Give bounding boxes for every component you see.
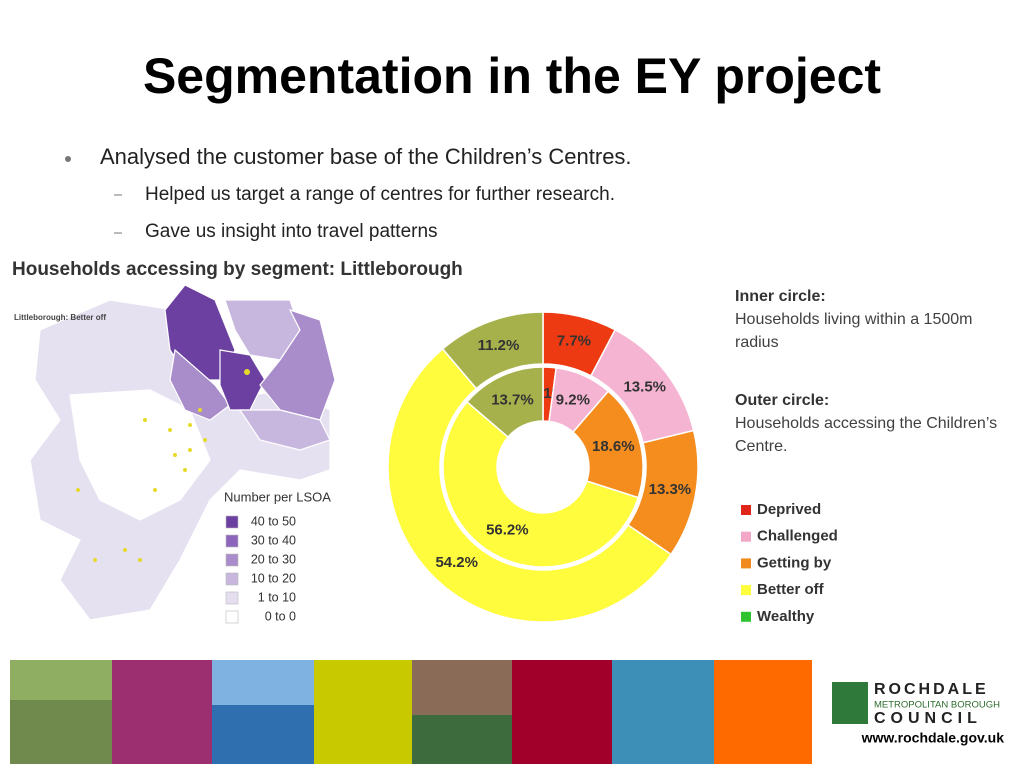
note-heading: Outer circle: [735,392,830,409]
logo-text: COUNCIL [874,710,982,727]
color-block [714,660,812,764]
chart-legend: Deprived Challenged Getting by Better off We… [741,501,838,625]
data-label: 13.7% [491,392,534,409]
bullet-text: Analysed the customer base of the Childr… [100,144,632,169]
legend-swatch [741,558,751,569]
photo [412,715,512,764]
map-markers [76,369,250,562]
color-block [512,660,612,764]
data-label: 56.2% [486,522,529,539]
legend-swatch [225,572,239,586]
legend-label: 10 to 20 [251,571,296,585]
legend-label: 30 to 40 [251,533,296,547]
legend-label: Challenged [757,528,838,545]
note-text: Households living within a 1500m radius [735,311,973,351]
donut-segment [442,400,640,568]
logo-text: ROCHDALE [874,681,989,698]
slide-title: Segmentation in the EY project [143,48,881,104]
note-text: Households accessing the Children’s Cent… [735,415,998,455]
donut-chart: 2.1%9.2%18.6%56.2%13.7%7.7%13.5%13.3%54.… [387,311,699,623]
legend-label: 20 to 30 [251,552,296,566]
color-block [314,660,412,764]
map-label: Littleborough: Better off [14,313,106,322]
data-label: 54.2% [435,554,478,571]
logo-text: METROPOLITAN BOROUGH [874,700,1000,711]
legend-label: Getting by [757,554,832,571]
legend-swatch [225,610,239,624]
donut-segment [441,311,544,390]
data-label: 13.5% [623,379,666,396]
sub-bullet-text: Gave us insight into travel patterns [145,221,438,242]
data-label: 9.2% [556,391,590,408]
data-label: 7.7% [557,333,591,350]
legend-label: Wealthy [757,608,815,625]
legend-swatch [741,505,751,515]
map [29,284,336,621]
donut-segment [387,347,673,623]
legend-swatch [225,591,239,605]
legend-swatch [741,611,751,622]
bullet-dot [65,156,71,162]
data-label: 18.6% [592,438,635,455]
legend-swatch [741,531,751,542]
legend-swatch [741,585,751,596]
legend-label: Better off [757,581,825,598]
url: www.rochdale.gov.uk [861,730,1005,746]
donut-segment [465,366,544,439]
legend-swatch [225,515,239,529]
figure-title: Households accessing by segment: Littleb… [12,259,463,280]
sub-bullet-text: Helped us target a range of centres for … [145,184,615,205]
photo [212,705,314,764]
legend-label: Deprived [757,501,821,518]
photo [612,660,714,764]
legend-swatch [225,534,239,548]
data-label: 11.2% [478,337,520,354]
photo [10,660,112,700]
inner-circle-note: Inner circle: Households living within a… [735,285,1020,354]
note-heading: Inner circle: [735,288,826,305]
data-label: 13.3% [649,481,692,498]
legend-label: 0 to 0 [265,609,296,623]
color-block [112,660,212,764]
legend-label: 1 to 10 [258,590,296,604]
map-legend-title: Number per LSOA [224,489,331,504]
legend-swatch [225,553,239,567]
footer-strip [10,660,868,764]
map-legend: 40 to 50 30 to 40 20 to 30 10 to 20 1 to 10 0… [225,514,296,624]
legend-label: 40 to 50 [251,514,296,528]
outer-circle-note: Outer circle: Households accessing the C… [735,389,1020,458]
logo-crest [832,682,868,724]
donut-segment [571,390,644,499]
